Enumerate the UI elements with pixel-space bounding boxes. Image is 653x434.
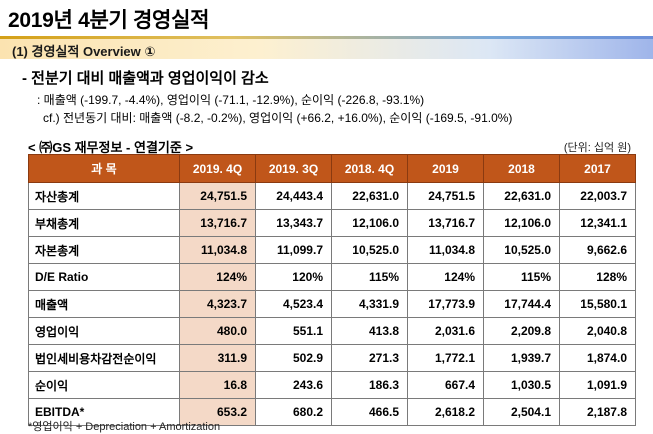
table-row: 자산총계 24,751.5 24,443.4 22,631.0 24,751.5 22,6… xyxy=(28,182,636,210)
table-cell: 24,751.5 xyxy=(179,182,256,210)
table-cell: 2,040.8 xyxy=(559,317,636,345)
table-row: 법인세비용차감전순이익 311.9 502.9 271.3 1,772.1 1,939.7… xyxy=(28,344,636,372)
row-label: 자산총계 xyxy=(28,182,180,210)
table-cell: 413.8 xyxy=(331,317,408,345)
table-row: D/E Ratio 124% 120% 115% 124% 115% 128% xyxy=(28,263,636,291)
header-2019-3q: 2019. 3Q xyxy=(255,154,332,183)
table-cell: 15,580.1 xyxy=(559,290,636,318)
section-banner xyxy=(0,39,653,59)
header-2019: 2019 xyxy=(407,154,484,183)
table-cell: 243.6 xyxy=(255,371,332,399)
table-cell: 1,030.5 xyxy=(483,371,560,399)
summary-heading: - 전분기 대비 매출액과 영업이익이 감소 xyxy=(22,70,269,87)
unit-label: (단위: 십억 원) xyxy=(563,142,631,154)
table-cell: 271.3 xyxy=(331,344,408,372)
row-label: 매출액 xyxy=(28,290,180,318)
row-label: 순이익 xyxy=(28,371,180,399)
financial-table: 과 목 2019. 4Q 2019. 3Q 2018. 4Q 2019 2018… xyxy=(28,154,636,426)
table-cell: 12,106.0 xyxy=(483,209,560,237)
row-label: 영업이익 xyxy=(28,317,180,345)
table-cell: 667.4 xyxy=(407,371,484,399)
table-row: 순이익 16.8 243.6 186.3 667.4 1,030.5 1,091.9 xyxy=(28,371,636,399)
table-cell: 11,034.8 xyxy=(179,236,256,264)
table-cell: 2,209.8 xyxy=(483,317,560,345)
table-cell: 24,751.5 xyxy=(407,182,484,210)
header-item: 과 목 xyxy=(28,154,180,183)
table-cell: 4,331.9 xyxy=(331,290,408,318)
section-title: (1) 경영실적 Overview ① xyxy=(12,44,156,59)
table-cell: 4,523.4 xyxy=(255,290,332,318)
table-cell: 480.0 xyxy=(179,317,256,345)
page-title: 2019년 4분기 경영실적 xyxy=(8,9,210,32)
table-cell: 186.3 xyxy=(331,371,408,399)
table-cell: 10,525.0 xyxy=(331,236,408,264)
table-cell: 1,772.1 xyxy=(407,344,484,372)
table-row: EBITDA* 653.2 680.2 466.5 2,618.2 2,504.1 2,18… xyxy=(28,398,636,426)
table-cell: 2,187.8 xyxy=(559,398,636,426)
table-cell: 11,034.8 xyxy=(407,236,484,264)
table-cell: 10,525.0 xyxy=(483,236,560,264)
table-cell: 1,874.0 xyxy=(559,344,636,372)
table-cell: 1,091.9 xyxy=(559,371,636,399)
yoy-summary: cf.) 전년동기 대비: 매출액 (-8.2, -0.2%), 영업이익 (+… xyxy=(43,111,513,125)
table-cell: 16.8 xyxy=(179,371,256,399)
table-cell: 4,323.7 xyxy=(179,290,256,318)
table-cell: 124% xyxy=(407,263,484,291)
table-cell: 680.2 xyxy=(255,398,332,426)
table-row: 영업이익 480.0 551.1 413.8 2,031.6 2,209.8 2,040.8 xyxy=(28,317,636,345)
row-label: 자본총계 xyxy=(28,236,180,264)
table-cell: 17,744.4 xyxy=(483,290,560,318)
table-cell: 124% xyxy=(179,263,256,291)
table-cell: 13,343.7 xyxy=(255,209,332,237)
table-cell: 128% xyxy=(559,263,636,291)
table-row: 부채총계 13,716.7 13,343.7 12,106.0 13,716.7 12,1… xyxy=(28,209,636,237)
table-cell: 17,773.9 xyxy=(407,290,484,318)
table-cell: 502.9 xyxy=(255,344,332,372)
table-cell: 466.5 xyxy=(331,398,408,426)
table-cell: 311.9 xyxy=(179,344,256,372)
table-cell: 653.2 xyxy=(179,398,256,426)
table-cell: 551.1 xyxy=(255,317,332,345)
table-cell: 13,716.7 xyxy=(407,209,484,237)
table-cell: 22,631.0 xyxy=(483,182,560,210)
qoq-summary: : 매출액 (-199.7, -4.4%), 영업이익 (-71.1, -12.… xyxy=(37,93,425,107)
table-cell: 115% xyxy=(331,263,408,291)
table-cell: 22,631.0 xyxy=(331,182,408,210)
table-row: 매출액 4,323.7 4,523.4 4,331.9 17,773.9 17,744.4… xyxy=(28,290,636,318)
table-cell: 12,106.0 xyxy=(331,209,408,237)
table-cell: 2,618.2 xyxy=(407,398,484,426)
table-cell: 1,939.7 xyxy=(483,344,560,372)
footnote: *영업이익 + Depreciation + Amortization xyxy=(28,421,221,433)
row-label: 법인세비용차감전순이익 xyxy=(28,344,180,372)
row-label: 부채총계 xyxy=(28,209,180,237)
table-cell: 22,003.7 xyxy=(559,182,636,210)
row-label: EBITDA* xyxy=(28,398,180,426)
header-2019-4q: 2019. 4Q xyxy=(179,154,256,183)
table-cell: 13,716.7 xyxy=(179,209,256,237)
table-cell: 2,031.6 xyxy=(407,317,484,345)
row-label: D/E Ratio xyxy=(28,263,180,291)
header-2018-4q: 2018. 4Q xyxy=(331,154,408,183)
table-title: < ㈜GS 재무정보 - 연결기준 > xyxy=(28,140,194,155)
title-divider xyxy=(0,36,653,39)
table-cell: 120% xyxy=(255,263,332,291)
table-cell: 11,099.7 xyxy=(255,236,332,264)
header-2017: 2017 xyxy=(559,154,636,183)
table-cell: 24,443.4 xyxy=(255,182,332,210)
table-cell: 115% xyxy=(483,263,560,291)
table-cell: 12,341.1 xyxy=(559,209,636,237)
table-cell: 9,662.6 xyxy=(559,236,636,264)
table-row: 자본총계 11,034.8 11,099.7 10,525.0 11,034.8 10,5… xyxy=(28,236,636,264)
header-2018: 2018 xyxy=(483,154,560,183)
table-cell: 2,504.1 xyxy=(483,398,560,426)
table-header-row: 과 목 2019. 4Q 2019. 3Q 2018. 4Q 2019 2018… xyxy=(28,154,636,183)
